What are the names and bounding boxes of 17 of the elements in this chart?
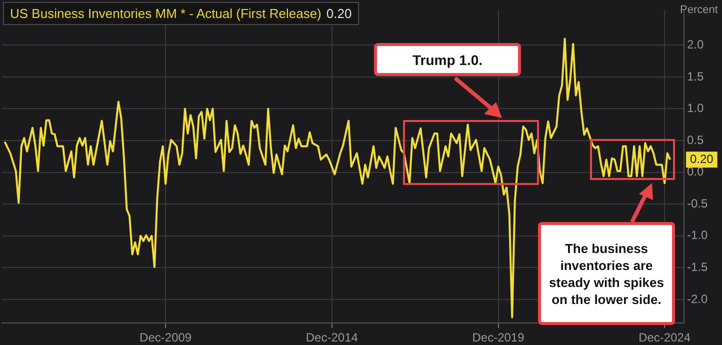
y-tick-label: -0.5 xyxy=(687,196,708,210)
y-tick-label: -1.0 xyxy=(687,228,708,242)
y-tick-label: 2.0 xyxy=(687,37,704,52)
y-tick-label: 1.5 xyxy=(687,69,704,84)
chart-subtitle: 0.20 xyxy=(326,6,352,21)
y-tick-label: 1.0 xyxy=(687,101,704,116)
x-tick-label: Dec-2019 xyxy=(472,330,525,345)
y-tick-label: 0.0 xyxy=(687,164,704,179)
x-tick-label: Dec-2009 xyxy=(140,330,192,345)
data-label: 0.20 xyxy=(690,152,714,166)
y-tick-label: -2.0 xyxy=(687,292,708,306)
x-tick-label: Dec-2024 xyxy=(638,330,691,345)
y-axis-title: Percent xyxy=(680,4,718,16)
y-tick-label: 0.5 xyxy=(687,132,704,147)
x-tick-label: Dec-2014 xyxy=(306,330,358,345)
chart-title: US Business Inventories MM * - Actual (First Release) xyxy=(10,6,322,21)
y-tick-label: -1.5 xyxy=(687,260,708,274)
